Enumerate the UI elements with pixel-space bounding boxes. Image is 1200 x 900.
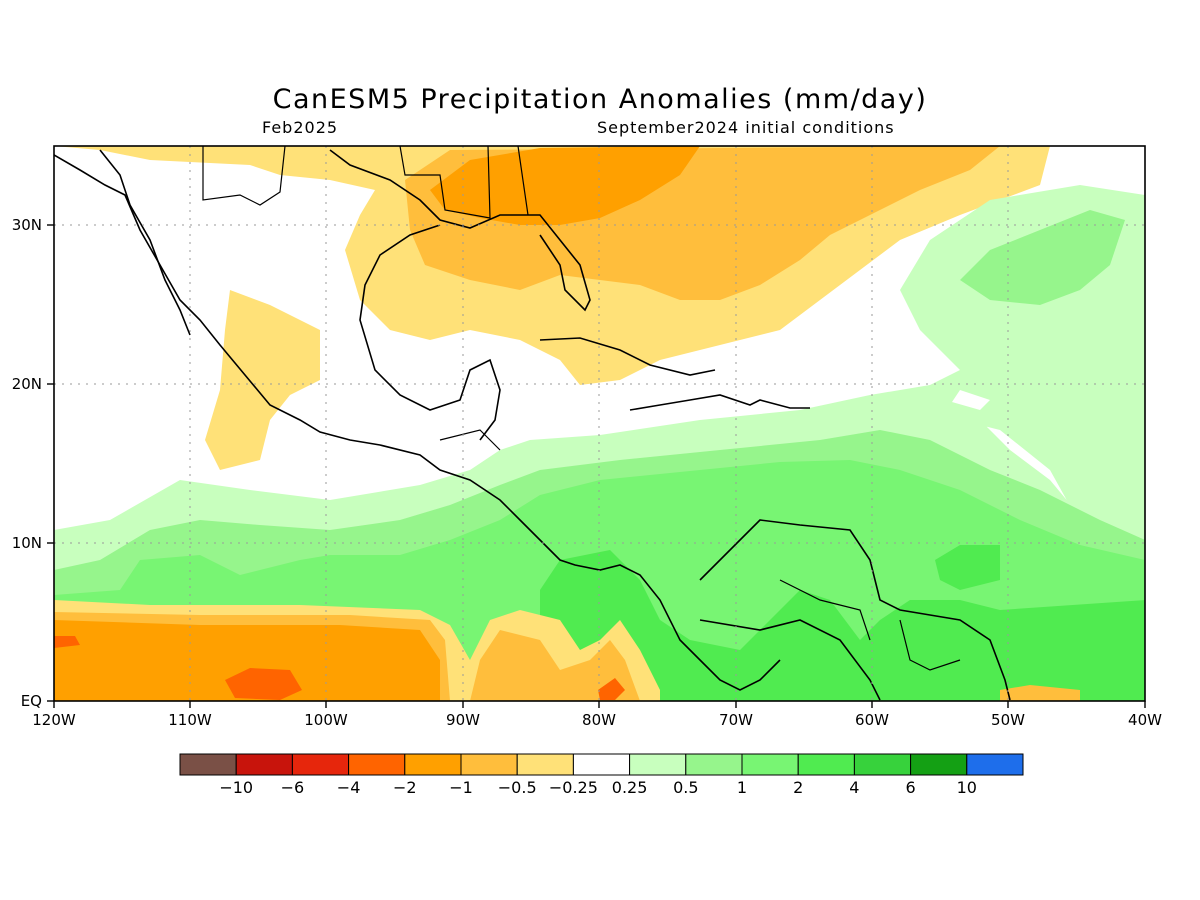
- colorbar-label: −1: [449, 778, 473, 797]
- colorbar-label: −2: [393, 778, 417, 797]
- dry-region-north-strong: [430, 146, 700, 225]
- colorbar-swatch: [291, 753, 350, 776]
- colorbar-swatch: [685, 753, 743, 776]
- dry-region-equatorial-core: [225, 668, 302, 700]
- colorbar-swatch: [572, 753, 631, 776]
- dry-region-equatorial-strong: [54, 620, 440, 701]
- colorbar-swatch: [910, 753, 968, 776]
- wet-region-atlantic-blob: [960, 210, 1125, 305]
- anomaly-field: [54, 146, 1145, 701]
- colorbar-label: 0.25: [612, 778, 648, 797]
- dry-region-equatorial-edge: [54, 636, 80, 648]
- y-tick-labels: EQ 10N 20N 30N: [12, 216, 42, 710]
- colorbar-label: 2: [793, 778, 803, 797]
- x-tick-labels: 120W 110W 100W 90W 80W 70W 60W 50W 40W: [32, 711, 1162, 729]
- y-tick-label: 20N: [12, 375, 42, 393]
- y-tick-label: 30N: [12, 216, 42, 234]
- political-borders: [202, 146, 961, 671]
- colorbar-swatch: [853, 753, 912, 776]
- colorbar-label: −0.25: [549, 778, 598, 797]
- x-tick-label: 50W: [991, 711, 1025, 729]
- colorbar-label: −4: [337, 778, 361, 797]
- y-tick-label: EQ: [21, 692, 42, 710]
- colorbar-swatch: [516, 753, 574, 776]
- forecast-month-label: Feb2025: [262, 118, 339, 137]
- dry-region-colombia-coast: [598, 678, 625, 700]
- colorbar-label: 1: [737, 778, 747, 797]
- axis-ticks: [47, 224, 1146, 708]
- colorbar-swatch: [629, 753, 687, 776]
- colorbar-label: −10: [219, 778, 253, 797]
- colorbar-swatch: [179, 753, 237, 776]
- gridlines: [54, 146, 1145, 701]
- colorbar-swatch: [797, 753, 855, 776]
- x-tick-label: 40W: [1128, 711, 1162, 729]
- colorbar-label: 6: [906, 778, 916, 797]
- x-tick-label: 80W: [582, 711, 616, 729]
- colorbar-labels: −10 −6 −4 −2 −1 −0.5 −0.25 0.25 0.5 1 2 4 6 10: [219, 778, 977, 797]
- colorbar-label: 10: [957, 778, 977, 797]
- colorbar-swatch: [741, 753, 799, 776]
- colorbar-label: −6: [281, 778, 305, 797]
- x-tick-label: 100W: [304, 711, 348, 729]
- x-tick-label: 70W: [719, 711, 753, 729]
- colorbar-swatch: [235, 753, 293, 776]
- colorbar-label: −0.5: [498, 778, 537, 797]
- colorbar-label: 4: [849, 778, 859, 797]
- wet-region-very-strong: [540, 550, 1145, 701]
- dry-region-brazil-coast: [1000, 685, 1080, 701]
- wet-region-atlantic-core: [935, 545, 1000, 590]
- colorbar-swatch: [404, 753, 462, 776]
- colorbar-label: 0.5: [673, 778, 698, 797]
- x-tick-label: 90W: [446, 711, 480, 729]
- x-tick-label: 120W: [32, 711, 76, 729]
- y-tick-label: 10N: [12, 534, 42, 552]
- colorbar-swatch: [966, 753, 1024, 776]
- colorbar-swatch: [348, 753, 406, 776]
- dry-region-mexico-pacific: [205, 290, 320, 470]
- coastlines: [54, 149, 1011, 701]
- x-tick-label: 110W: [168, 711, 212, 729]
- x-tick-label: 60W: [855, 711, 889, 729]
- colorbar-swatch: [460, 753, 518, 776]
- initial-conditions-label: September2024 initial conditions: [597, 118, 895, 137]
- chart-title: CanESM5 Precipitation Anomalies (mm/day): [272, 84, 928, 115]
- colorbar: [179, 753, 1024, 776]
